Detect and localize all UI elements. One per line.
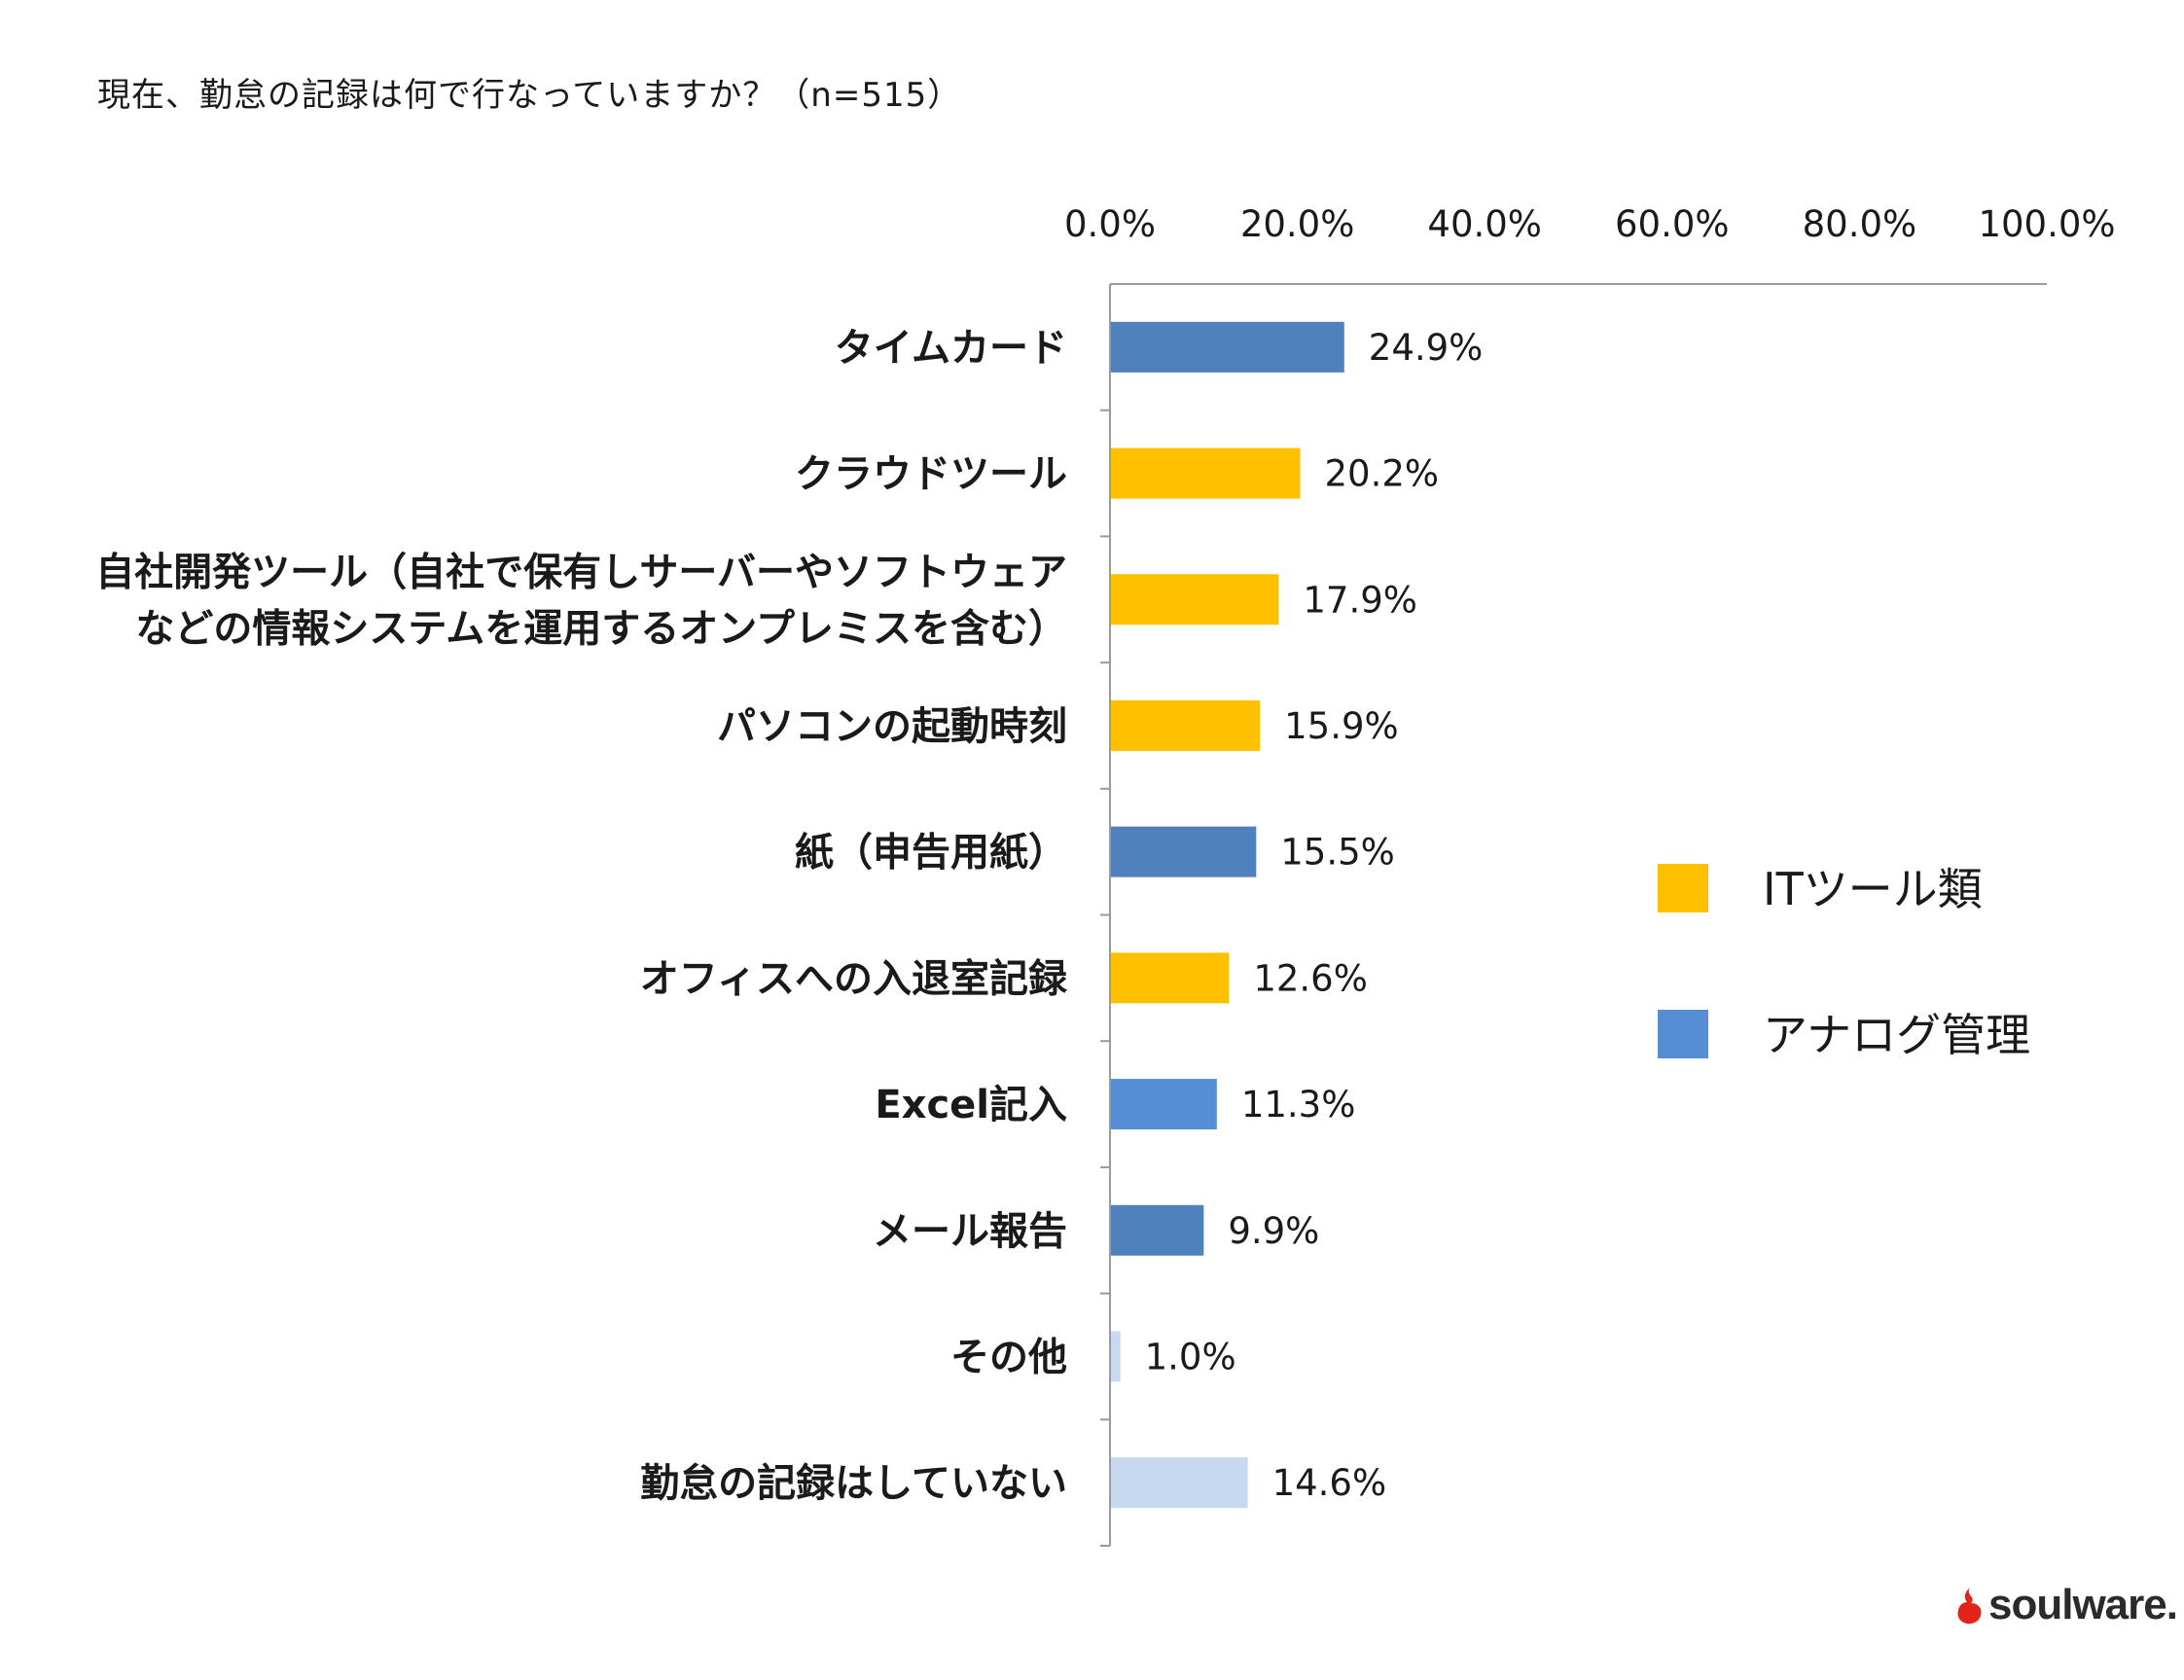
legend-swatch [1658, 1010, 1708, 1058]
data-label: 14.6% [1272, 1462, 1387, 1504]
legend-label: アナログ管理 [1763, 1009, 2030, 1061]
x-tick-label: 80.0% [1803, 203, 1917, 245]
flame-logo-icon [1955, 1586, 1985, 1625]
bar [1111, 699, 1261, 751]
bar [1111, 952, 1230, 1004]
category-label: 自社開発ツール（自社で保有しサーバーやソフトウェア [95, 550, 1067, 594]
bar [1111, 1331, 1121, 1382]
logo-text: soulware. [1988, 1581, 2178, 1628]
data-label: 24.9% [1369, 327, 1484, 369]
category-label: 勤怠の記録はしていない [640, 1461, 1067, 1506]
soulware-logo: soulware. [1955, 1581, 2178, 1629]
bar [1111, 826, 1257, 877]
bar [1111, 1204, 1204, 1256]
bar [1111, 447, 1301, 499]
category-label: クラウドツール [795, 452, 1067, 497]
x-tick-label: 0.0% [1064, 203, 1156, 245]
data-label: 11.3% [1241, 1084, 1356, 1126]
bar [1111, 574, 1279, 626]
category-label: タイムカード [835, 326, 1067, 371]
data-label: 12.6% [1253, 957, 1368, 999]
data-label: 20.2% [1325, 453, 1440, 495]
data-label: 17.9% [1303, 579, 1417, 621]
x-tick-label: 20.0% [1240, 203, 1355, 245]
legend-label: ITツール類 [1763, 863, 1983, 915]
data-label: 1.0% [1145, 1336, 1236, 1377]
x-tick-label: 100.0% [1978, 203, 2115, 245]
data-label: 15.5% [1280, 832, 1395, 874]
category-label: オフィスへの入退室記録 [640, 956, 1068, 1001]
bar [1111, 1079, 1217, 1130]
data-label: 9.9% [1228, 1210, 1319, 1252]
bar [1111, 321, 1344, 373]
bar [1111, 1457, 1248, 1509]
chart-title: 現在、勤怠の記録は何で行なっていますか？（n=515） [97, 76, 962, 115]
x-tick-label: 40.0% [1427, 203, 1542, 245]
x-tick-label: 60.0% [1615, 203, 1730, 245]
category-label: メール報告 [873, 1209, 1067, 1254]
category-label: Excel記入 [875, 1083, 1067, 1127]
category-label: その他 [950, 1335, 1067, 1379]
category-label: などの情報システムを運用するオンプレミスを含む） [135, 606, 1067, 651]
data-label: 15.9% [1284, 705, 1399, 747]
legend-swatch [1658, 864, 1708, 912]
category-label: 紙（申告用紙） [795, 831, 1067, 876]
category-label: パソコンの起動時刻 [717, 704, 1067, 749]
